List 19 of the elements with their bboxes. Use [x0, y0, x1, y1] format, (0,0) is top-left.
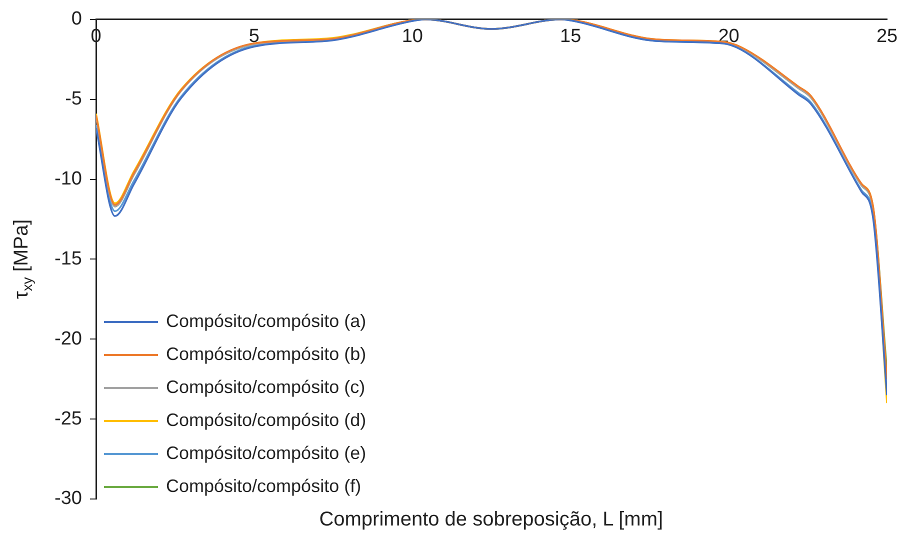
legend-label: Compósito/compósito (b) — [166, 344, 366, 364]
x-tick-label: 15 — [560, 26, 582, 48]
y-tick-label: -25 — [54, 408, 82, 430]
x-tick-label: 25 — [876, 26, 898, 48]
x-tick-label: 10 — [402, 26, 423, 48]
y-axis-title: τxy [MPa] — [10, 219, 35, 300]
x-axis-title: Comprimento de sobreposição, L [mm] — [319, 508, 664, 531]
legend-label: Compósito/compósito (a) — [166, 310, 366, 331]
legend-label: Compósito/compósito (d) — [166, 410, 366, 430]
y-tick-label: 0 — [71, 8, 82, 30]
legend-label: Compósito/compósito (f) — [166, 476, 362, 496]
legend-label: Compósito/compósito (c) — [166, 376, 366, 397]
y-tick-label: -30 — [54, 488, 82, 510]
y-tick-label: -20 — [54, 328, 82, 350]
y-tick-label: -15 — [54, 248, 82, 270]
legend-label: Compósito/compósito (e) — [166, 442, 366, 463]
y-tick-label: -10 — [54, 168, 82, 190]
y-tick-label: -5 — [65, 88, 82, 110]
x-tick-label: 5 — [248, 26, 260, 48]
